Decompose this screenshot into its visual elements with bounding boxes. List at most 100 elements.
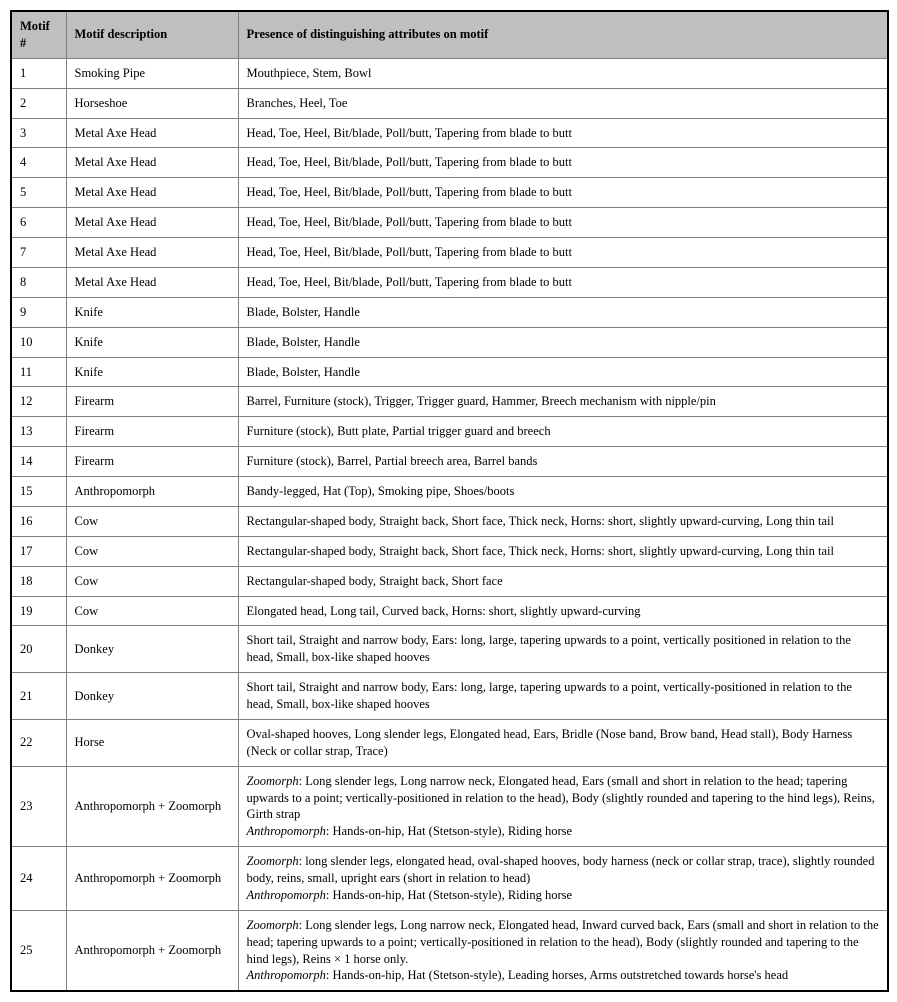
cell-motif-attr: Blade, Bolster, Handle (238, 357, 888, 387)
cell-motif-attr: Elongated head, Long tail, Curved back, … (238, 596, 888, 626)
cell-motif-desc: Metal Axe Head (66, 238, 238, 268)
cell-motif-desc: Metal Axe Head (66, 178, 238, 208)
table-row: 3Metal Axe HeadHead, Toe, Heel, Bit/blad… (11, 118, 888, 148)
cell-motif-desc: Knife (66, 357, 238, 387)
attr-part-label: Zoomorph (247, 854, 299, 868)
cell-motif-desc: Knife (66, 297, 238, 327)
cell-motif-num: 15 (11, 477, 66, 507)
table-row: 4Metal Axe HeadHead, Toe, Heel, Bit/blad… (11, 148, 888, 178)
cell-motif-num: 10 (11, 327, 66, 357)
table-row: 20DonkeyShort tail, Straight and narrow … (11, 626, 888, 673)
cell-motif-attr: Short tail, Straight and narrow body, Ea… (238, 626, 888, 673)
cell-motif-attr: Head, Toe, Heel, Bit/blade, Poll/butt, T… (238, 148, 888, 178)
cell-motif-num: 6 (11, 208, 66, 238)
attr-part-label: Zoomorph (247, 774, 299, 788)
cell-motif-desc: Metal Axe Head (66, 208, 238, 238)
attr-part-text: : Hands-on-hip, Hat (Stetson-style), Rid… (326, 888, 572, 902)
cell-motif-attr: Zoomorph: Long slender legs, Long narrow… (238, 910, 888, 991)
table-row: 16CowRectangular-shaped body, Straight b… (11, 506, 888, 536)
cell-motif-attr: Oval-shaped hooves, Long slender legs, E… (238, 719, 888, 766)
cell-motif-attr: Barrel, Furniture (stock), Trigger, Trig… (238, 387, 888, 417)
table-row: 21DonkeyShort tail, Straight and narrow … (11, 673, 888, 720)
cell-motif-num: 1 (11, 58, 66, 88)
cell-motif-desc: Metal Axe Head (66, 118, 238, 148)
cell-motif-num: 17 (11, 536, 66, 566)
cell-motif-desc: Horseshoe (66, 88, 238, 118)
cell-motif-attr: Furniture (stock), Barrel, Partial breec… (238, 447, 888, 477)
cell-motif-attr: Blade, Bolster, Handle (238, 327, 888, 357)
attr-part-label: Anthropomorph (247, 888, 326, 902)
col-header-motif-attr: Presence of distinguishing attributes on… (238, 11, 888, 58)
table-row: 22HorseOval-shaped hooves, Long slender … (11, 719, 888, 766)
cell-motif-desc: Donkey (66, 626, 238, 673)
attr-part-text: : long slender legs, elongated head, ova… (247, 854, 875, 885)
cell-motif-attr: Head, Toe, Heel, Bit/blade, Poll/butt, T… (238, 208, 888, 238)
cell-motif-desc: Anthropomorph (66, 477, 238, 507)
cell-motif-desc: Anthropomorph + Zoomorph (66, 766, 238, 847)
cell-motif-attr: Rectangular-shaped body, Straight back, … (238, 536, 888, 566)
cell-motif-desc: Knife (66, 327, 238, 357)
attr-part-text: : Long slender legs, Long narrow neck, E… (247, 918, 879, 966)
table-header-row: Motif # Motif description Presence of di… (11, 11, 888, 58)
table-row: 5Metal Axe HeadHead, Toe, Heel, Bit/blad… (11, 178, 888, 208)
table-row: 17CowRectangular-shaped body, Straight b… (11, 536, 888, 566)
attr-part-label: Anthropomorph (247, 824, 326, 838)
table-row: 24Anthropomorph + Zoomorph Zoomorph: long… (11, 847, 888, 911)
table-row: 10KnifeBlade, Bolster, Handle (11, 327, 888, 357)
cell-motif-desc: Metal Axe Head (66, 267, 238, 297)
attr-part-text: : Long slender legs, Long narrow neck, E… (247, 774, 875, 822)
table-row: 9KnifeBlade, Bolster, Handle (11, 297, 888, 327)
cell-motif-attr: Mouthpiece, Stem, Bowl (238, 58, 888, 88)
cell-motif-desc: Firearm (66, 387, 238, 417)
cell-motif-desc: Cow (66, 506, 238, 536)
cell-motif-desc: Horse (66, 719, 238, 766)
col-header-motif-desc: Motif description (66, 11, 238, 58)
attr-part-text: : Hands-on-hip, Hat (Stetson-style), Lea… (326, 968, 788, 982)
cell-motif-attr: Short tail, Straight and narrow body, Ea… (238, 673, 888, 720)
cell-motif-num: 9 (11, 297, 66, 327)
cell-motif-num: 14 (11, 447, 66, 477)
table-row: 19CowElongated head, Long tail, Curved b… (11, 596, 888, 626)
table-row: 1Smoking PipeMouthpiece, Stem, Bowl (11, 58, 888, 88)
cell-motif-num: 7 (11, 238, 66, 268)
cell-motif-num: 2 (11, 88, 66, 118)
table-row: 15AnthropomorphBandy-legged, Hat (Top), … (11, 477, 888, 507)
col-header-motif-num: Motif # (11, 11, 66, 58)
cell-motif-desc: Anthropomorph + Zoomorph (66, 847, 238, 911)
table-row: 14FirearmFurniture (stock), Barrel, Part… (11, 447, 888, 477)
cell-motif-attr: Branches, Heel, Toe (238, 88, 888, 118)
table-row: 6Metal Axe HeadHead, Toe, Heel, Bit/blad… (11, 208, 888, 238)
table-row: 18CowRectangular-shaped body, Straight b… (11, 566, 888, 596)
cell-motif-attr: Head, Toe, Heel, Bit/blade, Poll/butt, T… (238, 178, 888, 208)
cell-motif-num: 3 (11, 118, 66, 148)
table-row: 7Metal Axe HeadHead, Toe, Heel, Bit/blad… (11, 238, 888, 268)
table-row: 25Anthropomorph + ZoomorphZoomorph: Long… (11, 910, 888, 991)
cell-motif-num: 11 (11, 357, 66, 387)
cell-motif-desc: Firearm (66, 417, 238, 447)
cell-motif-num: 13 (11, 417, 66, 447)
motif-table: Motif # Motif description Presence of di… (10, 10, 889, 992)
cell-motif-num: 25 (11, 910, 66, 991)
attr-part-text: : Hands-on-hip, Hat (Stetson-style), Rid… (326, 824, 572, 838)
cell-motif-num: 18 (11, 566, 66, 596)
cell-motif-num: 23 (11, 766, 66, 847)
cell-motif-attr: Furniture (stock), Butt plate, Partial t… (238, 417, 888, 447)
table-row: 2HorseshoeBranches, Heel, Toe (11, 88, 888, 118)
cell-motif-desc: Smoking Pipe (66, 58, 238, 88)
cell-motif-desc: Firearm (66, 447, 238, 477)
cell-motif-attr: Rectangular-shaped body, Straight back, … (238, 566, 888, 596)
table-body: 1Smoking PipeMouthpiece, Stem, Bowl2Hors… (11, 58, 888, 991)
cell-motif-attr: Blade, Bolster, Handle (238, 297, 888, 327)
cell-motif-num: 24 (11, 847, 66, 911)
cell-motif-num: 8 (11, 267, 66, 297)
cell-motif-attr: Head, Toe, Heel, Bit/blade, Poll/butt, T… (238, 267, 888, 297)
cell-motif-num: 21 (11, 673, 66, 720)
cell-motif-desc: Cow (66, 566, 238, 596)
table-row: 12FirearmBarrel, Furniture (stock), Trig… (11, 387, 888, 417)
cell-motif-attr: Head, Toe, Heel, Bit/blade, Poll/butt, T… (238, 238, 888, 268)
cell-motif-attr: Bandy-legged, Hat (Top), Smoking pipe, S… (238, 477, 888, 507)
cell-motif-num: 19 (11, 596, 66, 626)
table-row: 13FirearmFurniture (stock), Butt plate, … (11, 417, 888, 447)
cell-motif-num: 12 (11, 387, 66, 417)
cell-motif-num: 5 (11, 178, 66, 208)
